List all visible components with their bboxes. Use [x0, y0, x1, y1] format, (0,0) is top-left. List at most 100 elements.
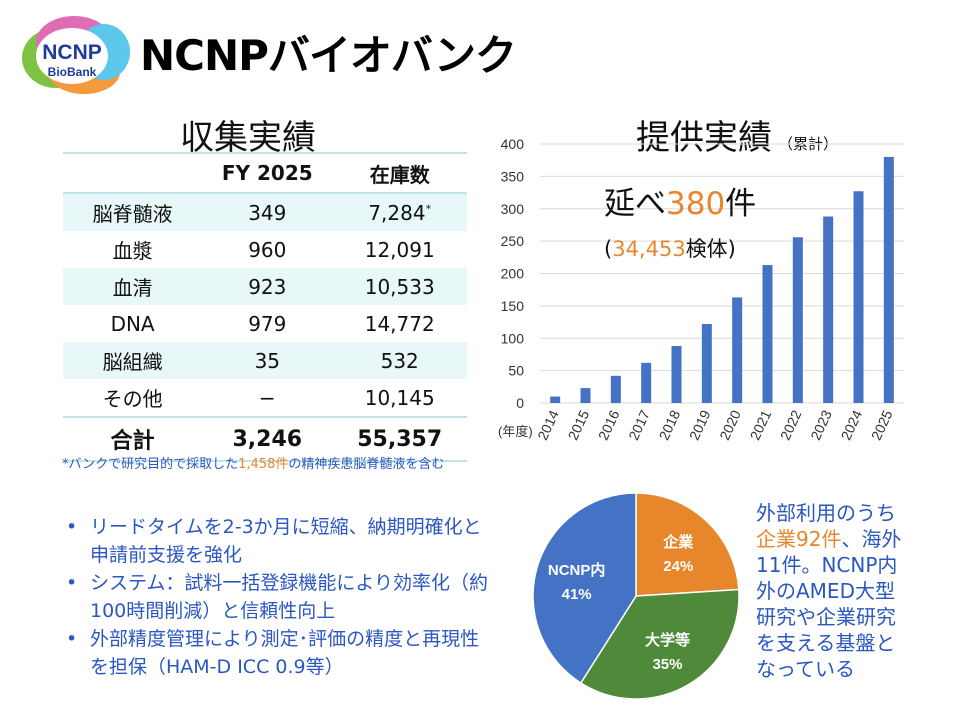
- collection-footnote: *バンクで研究目的で採取した1,458件の精神疾患脳脊髄液を含む: [62, 456, 482, 473]
- pie-slice: [532, 492, 637, 685]
- pie-slice-label: 企業: [662, 533, 694, 551]
- y-tick-label: 200: [501, 266, 525, 282]
- pie-slice-label: 大学等: [645, 631, 690, 649]
- pie-slice: [635, 492, 740, 597]
- header-fy: FY 2025: [202, 152, 333, 194]
- y-tick-label: 100: [501, 330, 525, 346]
- bar: [883, 156, 894, 403]
- provision-bar-chart: 0 50 100 150 200 250 300 350 400 2014 2015 2016 2017…: [498, 136, 904, 443]
- row-name: DNA: [110, 311, 155, 336]
- bar: [671, 346, 682, 403]
- bar: [823, 216, 834, 403]
- bullet-list: リードタイムを2-3か月に短縮、納期明確化と申請前支援を強化 システム：試料一括…: [62, 513, 492, 681]
- y-tick-label: 150: [501, 298, 525, 314]
- total-stock: 55,357: [332, 416, 467, 462]
- x-tick-label: 2025: [868, 407, 896, 442]
- usage-line: を支える基盤と: [756, 631, 896, 655]
- pie-slice-value: 41%: [562, 586, 592, 603]
- usage-line: 外のAMED大型: [756, 579, 895, 603]
- y-tick-label: 350: [501, 168, 525, 184]
- header-blank: [63, 152, 203, 194]
- y-tick-label: 400: [501, 136, 525, 152]
- table-row: 脳組織 35 532: [63, 342, 467, 379]
- row-name: 血漿: [112, 239, 153, 263]
- x-tick-label: 2021: [747, 407, 775, 442]
- row-fy: 979: [248, 311, 287, 336]
- footnote-highlight: 1,458件: [238, 457, 289, 472]
- callout-count: 380: [666, 186, 726, 222]
- x-tick-label: 2018: [656, 407, 684, 442]
- row-fy: −: [258, 385, 276, 410]
- row-stock: 7,284*: [332, 193, 467, 231]
- provision-title: 提供実績 （累計）: [636, 110, 838, 159]
- table-row: 脳脊髄液 349 7,284*: [63, 193, 467, 231]
- bar: [550, 396, 561, 403]
- bar: [641, 362, 652, 403]
- row-fy: 349: [202, 193, 333, 231]
- callout-main: 延べ380件: [604, 178, 756, 223]
- x-tick-label: 2022: [777, 407, 805, 442]
- usage-line: 研究や企業研究: [756, 605, 896, 629]
- callout-pre: 延べ: [604, 186, 666, 222]
- callout-sub-count: 34,453: [612, 237, 686, 261]
- row-name: その他: [102, 387, 163, 411]
- row-stock: 10,533: [332, 268, 467, 305]
- row-stock: 10,145: [364, 385, 435, 410]
- page-title: NCNPバイオバンク: [140, 31, 517, 80]
- total-fy: 3,246: [202, 416, 333, 462]
- bar: [853, 191, 864, 403]
- row-stock: 532: [332, 342, 467, 379]
- ncnp-biobank-logo: NCNP BioBank: [22, 16, 130, 94]
- bar: [762, 265, 773, 403]
- collection-title: 収集実績: [180, 118, 316, 158]
- x-tick-label: 2016: [595, 407, 623, 442]
- callout-sub: (34,453検体): [604, 233, 756, 263]
- y-tick-label: 50: [508, 363, 524, 379]
- x-tick-label: 2023: [807, 407, 835, 442]
- provision-callout: 延べ380件 (34,453検体): [604, 178, 756, 263]
- row-name: 脳脊髄液: [63, 193, 203, 231]
- x-tick-label: 2019: [686, 407, 714, 442]
- logo-blob-white: [36, 28, 108, 84]
- pie-slice: [579, 588, 740, 700]
- logo-text-ncnp: NCNP: [42, 41, 102, 64]
- table-row: その他 − 10,145: [63, 379, 467, 417]
- table-header-row: FY 2025 在庫数: [63, 152, 467, 194]
- callout-sub-open: (: [604, 237, 613, 261]
- footnote-pre: *バンクで研究目的で採取した: [62, 457, 239, 472]
- table-row: 血清 923 10,533: [63, 268, 467, 305]
- row-stock: 14,772: [364, 311, 435, 336]
- row-name: 血清: [63, 268, 203, 305]
- usage-description: 外部利用のうち 企業92件、海外 11件。NCNP内 外のAMED大型 研究や企…: [756, 500, 946, 682]
- row-stock-note: *: [425, 201, 432, 215]
- y-tick-label: 300: [501, 201, 525, 217]
- x-tick-label: 2024: [838, 407, 866, 442]
- table-row: 血漿 960 12,091: [63, 231, 467, 268]
- bar: [610, 375, 621, 403]
- bullet-item: システム：試料一括登録機能により効率化（約100時間削減）と信頼性向上: [62, 569, 492, 625]
- row-fy: 960: [248, 237, 287, 262]
- header-stock: 在庫数: [332, 152, 467, 194]
- collection-table: FY 2025 在庫数 脳脊髄液 349 7,284* 血漿 960 12,09…: [63, 152, 467, 462]
- usage-line: なっている: [756, 657, 855, 681]
- bullet-item: リードタイムを2-3か月に短縮、納期明確化と申請前支援を強化: [62, 513, 492, 569]
- x-axis-label: (年度): [498, 424, 533, 439]
- row-name: 脳組織: [63, 342, 203, 379]
- x-tick-label: 2014: [534, 407, 562, 442]
- usage-line: 外部利用のうち: [756, 501, 896, 525]
- bar: [792, 237, 803, 403]
- pie-slice-value: 24%: [663, 558, 693, 575]
- pie-slice-label: NCNP内: [548, 561, 606, 579]
- table-row: DNA 979 14,772: [63, 305, 467, 342]
- x-tick-label: 2020: [716, 407, 744, 442]
- x-tick-label: 2015: [565, 407, 593, 442]
- row-stock: 12,091: [364, 237, 435, 262]
- x-tick-label: 2017: [625, 407, 653, 442]
- total-name: 合計: [63, 416, 203, 462]
- footnote-post: の精神疾患脳脊髄液を含む: [288, 457, 445, 472]
- row-fy: 923: [202, 268, 333, 305]
- usage-line: 11件。NCNP内: [756, 553, 898, 577]
- provision-title-main: 提供実績: [636, 118, 772, 158]
- y-tick-label: 0: [516, 395, 524, 411]
- callout-unit: 件: [725, 186, 757, 222]
